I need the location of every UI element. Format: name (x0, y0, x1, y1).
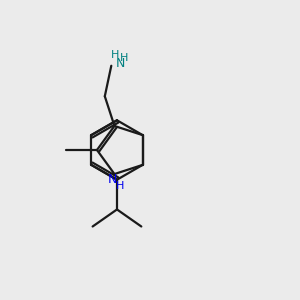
Text: H: H (116, 181, 124, 190)
Text: N: N (116, 57, 126, 70)
Text: H: H (110, 50, 119, 60)
Text: H: H (120, 53, 129, 63)
Text: N: N (108, 173, 117, 186)
